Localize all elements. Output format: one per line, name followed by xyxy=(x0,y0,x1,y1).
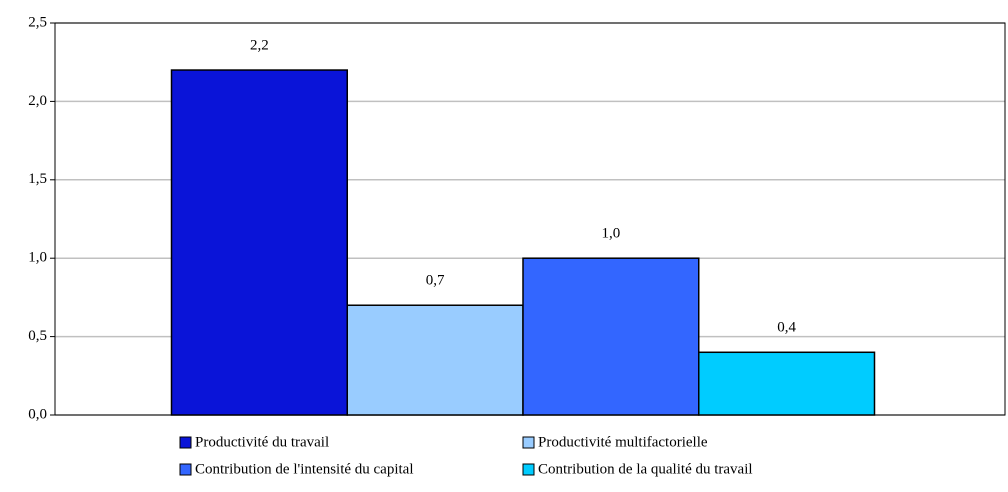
y-tick-label: 0,5 xyxy=(28,328,47,344)
y-tick-label: 2,5 xyxy=(28,14,47,30)
value-label: 1,0 xyxy=(602,226,621,242)
legend-swatch xyxy=(179,436,192,449)
y-tick-label: 2,0 xyxy=(28,93,47,109)
legend-swatch xyxy=(522,436,535,449)
legend-label: Contribution de l'intensité du capital xyxy=(195,461,414,477)
legend-label: Productivité multifactorielle xyxy=(538,434,708,450)
value-label: 0,7 xyxy=(426,273,445,289)
y-tick-label: 1,0 xyxy=(28,250,47,266)
y-tick-label: 0,0 xyxy=(28,406,47,422)
y-tick-label: 1,5 xyxy=(28,171,47,187)
legend-label: Contribution de la qualité du travail xyxy=(538,461,753,477)
bar xyxy=(346,304,524,416)
legend-swatch xyxy=(522,463,535,476)
bar xyxy=(522,257,700,416)
legend-swatch xyxy=(179,463,192,476)
legend-label: Productivité du travail xyxy=(195,434,329,450)
value-label: 2,2 xyxy=(250,37,269,53)
value-label: 0,4 xyxy=(777,320,796,336)
bar xyxy=(698,351,876,416)
bar xyxy=(170,69,348,416)
